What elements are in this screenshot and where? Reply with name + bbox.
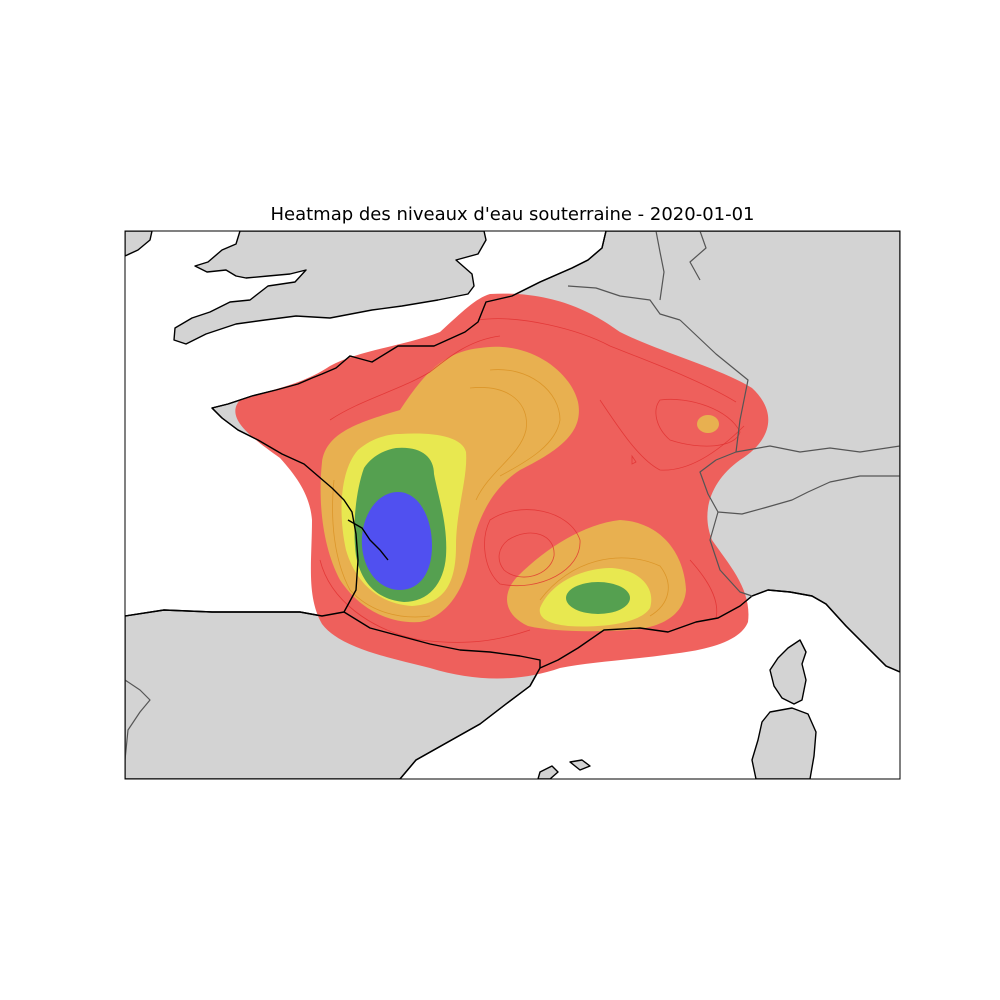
- land-sardinia: [751, 707, 817, 779]
- contour-line: [539, 557, 669, 617]
- level-low-south: [566, 582, 630, 614]
- land-balearic: [537, 765, 559, 779]
- level-medium-alsace: [697, 415, 719, 433]
- contour-line: [477, 318, 737, 403]
- contour-line: [599, 399, 745, 471]
- land-corsica: [769, 639, 807, 705]
- land-great-britain: [173, 231, 487, 345]
- border-germany: [655, 231, 665, 301]
- map-frame: [124, 230, 901, 780]
- border-swiss-north: [735, 445, 900, 453]
- border-switzerland: [699, 459, 900, 515]
- contour-line: [631, 454, 637, 465]
- island-ile-de-re: [347, 519, 389, 561]
- land-menorca: [569, 759, 591, 771]
- border-east: [689, 231, 707, 281]
- heatmap-layer: [235, 293, 769, 679]
- border-rhine: [679, 319, 749, 461]
- border-spain-france: [343, 611, 541, 668]
- contour-line: [498, 532, 555, 578]
- contour-lines-medium: [332, 369, 669, 618]
- map-title: Heatmap des niveaux d'eau souterraine - …: [270, 204, 755, 225]
- contour-line: [489, 369, 561, 477]
- coastline-france: [125, 231, 607, 617]
- border-andorra: [125, 679, 151, 761]
- contour-line: [469, 387, 527, 501]
- land-ireland: [125, 231, 153, 257]
- contour-line: [655, 398, 741, 447]
- contour-line: [329, 335, 501, 421]
- coastline-mediterranean: [399, 589, 900, 779]
- level-very-low: [361, 492, 432, 590]
- border-belgium: [567, 285, 681, 321]
- contour-line: [332, 479, 431, 618]
- contour-line: [484, 509, 581, 586]
- contour-lines: [319, 318, 745, 643]
- border-italy: [709, 511, 753, 597]
- contour-line: [319, 559, 531, 643]
- contour-line: [689, 559, 718, 619]
